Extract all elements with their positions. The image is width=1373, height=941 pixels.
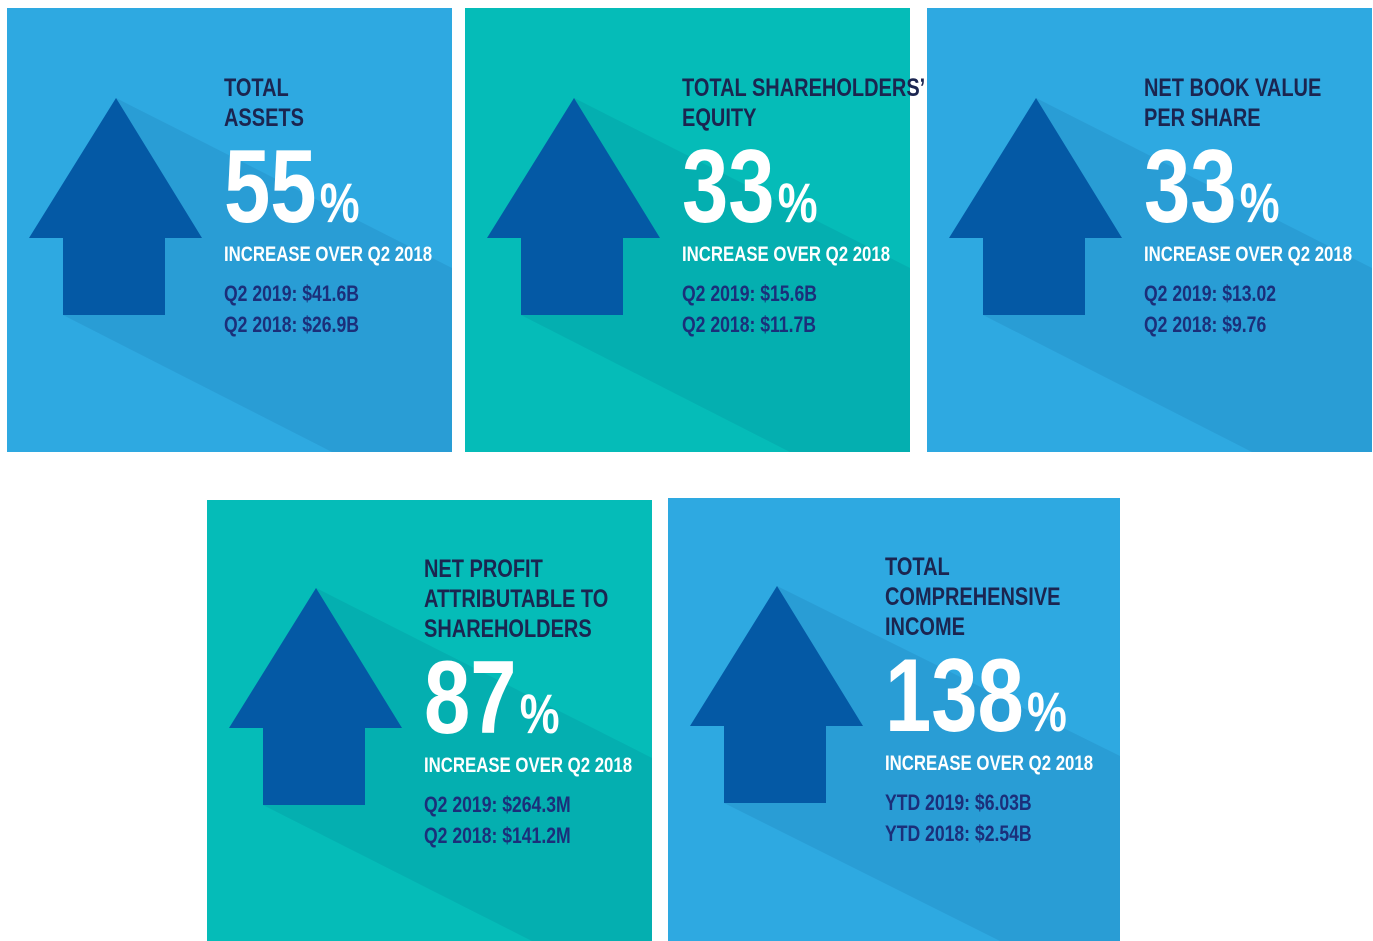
- big-value: 87%: [424, 639, 560, 755]
- card-title: NET BOOK VALUE: [1144, 74, 1321, 102]
- detail-line: Q2 2018: $11.7B: [682, 313, 816, 337]
- card-title: COMPREHENSIVE: [885, 583, 1060, 611]
- big-value: 138%: [885, 637, 1067, 753]
- subtitle: INCREASE OVER Q2 2018: [224, 243, 432, 266]
- detail-line: Q2 2018: $141.2M: [424, 824, 571, 848]
- card-title: INCOME: [885, 613, 965, 641]
- detail-line: Q2 2019: $264.3M: [424, 793, 571, 817]
- subtitle: INCREASE OVER Q2 2018: [1144, 243, 1352, 266]
- up-arrow: [487, 98, 660, 315]
- card-title: SHAREHOLDERS: [424, 615, 592, 643]
- subtitle: INCREASE OVER Q2 2018: [885, 752, 1093, 775]
- detail-line: YTD 2018: $2.54B: [885, 822, 1032, 846]
- detail-line: Q2 2018: $26.9B: [224, 313, 359, 337]
- detail-line: Q2 2019: $15.6B: [682, 282, 817, 306]
- value-unit: %: [778, 171, 818, 234]
- card-title: TOTAL: [224, 74, 289, 102]
- value-unit: %: [320, 171, 360, 234]
- subtitle: INCREASE OVER Q2 2018: [682, 243, 890, 266]
- big-value: 55%: [224, 128, 360, 244]
- detail-line: Q2 2019: $41.6B: [224, 282, 359, 306]
- detail-line: Q2 2019: $13.02: [1144, 282, 1276, 306]
- value-number: 138: [885, 637, 1024, 753]
- value-unit: %: [1240, 171, 1280, 234]
- card-title: PER SHARE: [1144, 104, 1261, 132]
- card-title: TOTAL SHAREHOLDERS’: [682, 74, 925, 102]
- up-arrow: [690, 586, 863, 803]
- card-title: ATTRIBUTABLE TO: [424, 585, 608, 613]
- big-value: 33%: [1144, 128, 1280, 244]
- detail-line: Q2 2018: $9.76: [1144, 313, 1266, 337]
- up-arrow: [229, 588, 402, 805]
- value-number: 87: [424, 639, 517, 755]
- big-value: 33%: [682, 128, 818, 244]
- detail-line: YTD 2019: $6.03B: [885, 791, 1032, 815]
- value-number: 33: [682, 128, 775, 244]
- card-title: ASSETS: [224, 104, 304, 132]
- value-number: 33: [1144, 128, 1237, 244]
- card-title: EQUITY: [682, 104, 756, 132]
- card-title: TOTAL: [885, 553, 950, 581]
- value-unit: %: [520, 682, 560, 745]
- up-arrow: [949, 98, 1122, 315]
- up-arrow: [29, 98, 202, 315]
- value-unit: %: [1027, 680, 1067, 743]
- subtitle: INCREASE OVER Q2 2018: [424, 754, 632, 777]
- value-number: 55: [224, 128, 317, 244]
- card-title: NET PROFIT: [424, 555, 543, 583]
